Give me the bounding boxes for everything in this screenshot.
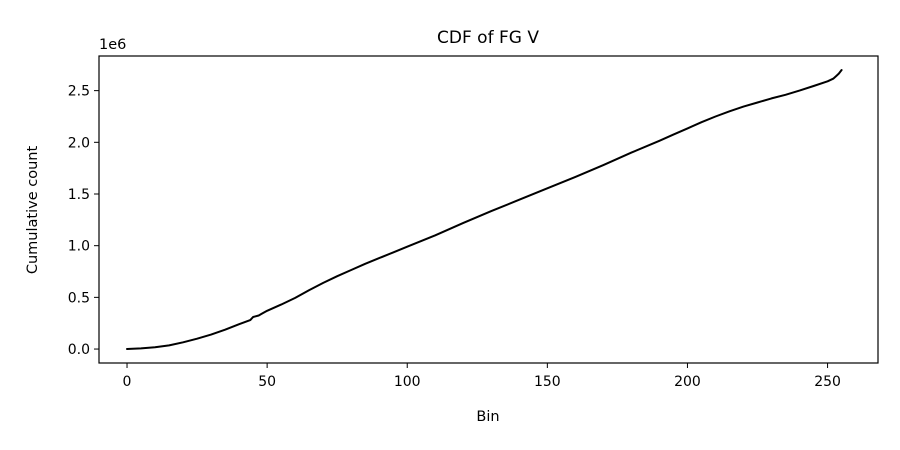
y-axis-offset-label: 1e6 [99, 37, 126, 53]
x-tick-label: 150 [534, 374, 561, 390]
x-tick-label: 0 [123, 374, 132, 390]
y-tick-label: 0.0 [68, 342, 90, 358]
x-tick-label: 50 [258, 374, 276, 390]
x-tick-label: 200 [674, 374, 701, 390]
y-tick-label: 0.5 [68, 290, 90, 306]
x-axis-label: Bin [476, 409, 499, 425]
axes-frame [98, 55, 879, 364]
y-tick-label: 2.0 [68, 135, 90, 151]
x-tick-label: 100 [394, 374, 421, 390]
y-tick-label: 1.5 [68, 187, 90, 203]
y-tick-label: 1.0 [68, 239, 90, 255]
y-axis-label: Cumulative count [25, 146, 41, 275]
x-tick-label: 250 [814, 374, 841, 390]
axis-ticks: 0 50 100 150 200 250 0.0 0.5 1.0 1.5 2.0 2.5 [68, 84, 841, 390]
plot-area [126, 69, 843, 350]
chart-title: CDF of FG V [437, 28, 539, 48]
y-tick-label: 2.5 [68, 84, 90, 100]
cdf-series-line [126, 69, 843, 350]
